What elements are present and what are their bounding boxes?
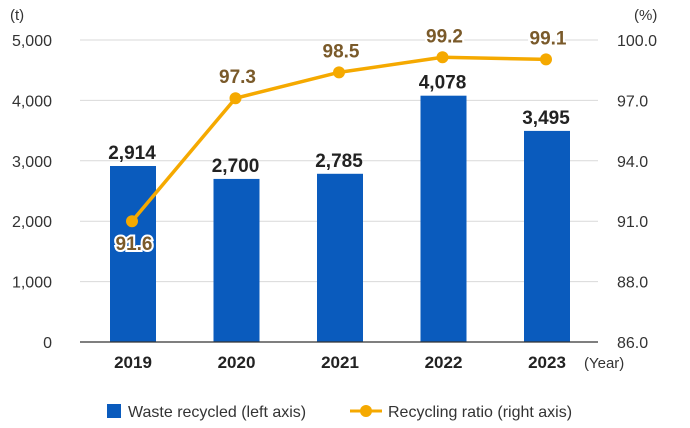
category-label: 2019 — [114, 353, 152, 372]
ratio-value-label: 99.2 — [426, 26, 463, 47]
left-tick-label: 5,000 — [12, 33, 52, 50]
bar-value-label: 3,495 — [522, 108, 570, 129]
bar-value-labels: 2,914 2,700 2,785 4,078 3,495 — [108, 73, 570, 177]
ratio-point — [126, 215, 138, 228]
bar — [213, 178, 260, 342]
bar-value-label: 2,700 — [212, 156, 260, 177]
x-axis-label: (Year) — [584, 355, 624, 372]
right-axis-ticks: 86.0 88.0 91.0 94.0 97.0 100.0 — [617, 33, 657, 352]
ratio-value-label: 98.5 — [323, 41, 360, 62]
category-label: 2022 — [425, 353, 463, 372]
right-tick-label: 86.0 — [617, 335, 648, 352]
right-tick-label: 100.0 — [617, 33, 657, 50]
bar — [524, 130, 570, 342]
right-tick-label: 88.0 — [617, 275, 648, 292]
gridlines — [80, 39, 598, 283]
right-tick-label: 91.0 — [617, 214, 648, 231]
ratio-point — [229, 92, 242, 105]
ratio-point — [436, 51, 449, 64]
left-tick-label: 2,000 — [12, 214, 52, 231]
legend-line-label: Recycling ratio (right axis) — [388, 404, 572, 421]
line-value-labels: 91.6 97.3 98.5 99.2 99.1 — [114, 24, 569, 257]
left-tick-label: 3,000 — [12, 154, 52, 171]
category-label: 2020 — [218, 353, 256, 372]
ratio-point — [540, 53, 552, 66]
legend-bar-label: Waste recycled (left axis) — [128, 404, 306, 421]
bar — [317, 173, 363, 342]
right-tick-label: 94.0 — [617, 154, 648, 171]
left-tick-label: 4,000 — [12, 93, 52, 110]
left-axis-unit: (t) — [10, 7, 24, 24]
bar-value-label: 4,078 — [419, 73, 467, 94]
bar — [110, 165, 156, 342]
right-tick-label: 97.0 — [617, 93, 648, 110]
legend: Waste recycled (left axis) Recycling rat… — [107, 404, 572, 421]
ratio-value-label: 97.3 — [219, 67, 256, 88]
ratio-value-label: 99.1 — [530, 28, 567, 49]
x-axis-categories: 2019 2020 2021 2022 2023 — [114, 353, 566, 372]
line-series — [126, 51, 552, 228]
right-axis-unit: (%) — [634, 7, 657, 24]
category-label: 2021 — [321, 353, 359, 372]
ratio-point — [333, 66, 345, 79]
left-tick-label: 1,000 — [12, 275, 52, 292]
ratio-value-label: 91.6 — [116, 234, 153, 255]
category-label: 2023 — [528, 353, 566, 372]
legend-bar-swatch — [107, 404, 121, 418]
left-tick-label: 0 — [43, 335, 52, 352]
left-axis-ticks: 0 1,000 2,000 3,000 4,000 5,000 — [12, 33, 52, 352]
bar-value-label: 2,785 — [315, 151, 363, 172]
bar-value-label: 2,914 — [108, 143, 156, 164]
legend-line-marker — [360, 405, 372, 417]
bar-series — [110, 95, 570, 342]
bar — [420, 95, 467, 342]
